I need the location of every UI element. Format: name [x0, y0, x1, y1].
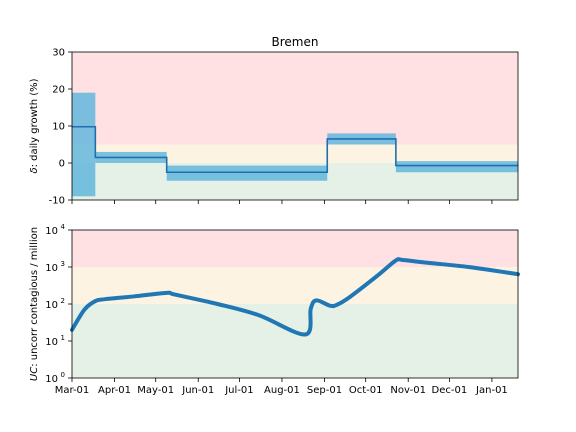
contagious-y-tick-label: 10 [45, 374, 58, 385]
growth-ci-band-4 [395, 161, 518, 173]
contagious-y-tick-label: 10 [45, 300, 58, 311]
contagious-x-tick-label: Mar-01 [55, 385, 90, 396]
contagious-x-tick-label: Jan-01 [475, 385, 508, 396]
contagious-y-tick-label: 10 [45, 337, 58, 348]
contagious-y-tick-exponent: 1 [61, 334, 65, 342]
contagious-y-tick-exponent: 2 [61, 297, 65, 305]
contagious-zones [72, 230, 518, 378]
growth-y-label: δ: daily growth (%) [29, 78, 40, 173]
growth-x-ticks [71, 200, 493, 204]
growth-y-tick-label: -10 [49, 196, 65, 207]
contagious-y-label: UC: uncorr contagious / million [29, 227, 40, 381]
contagious-x-tick-label: Jun-01 [181, 385, 214, 396]
growth-zones [72, 52, 518, 200]
contagious-x-ticks: Mar-01 Apr-01 May-01 Jun-01 Jul-01 Aug-01 Sep-… [55, 378, 508, 396]
contagious-zone-2 [72, 304, 518, 378]
growth-step-line [72, 125, 518, 174]
growth-ci-band-0 [72, 92, 96, 197]
contagious-y-tick-label: 10 [45, 263, 58, 274]
growth-y-tick-label: 30 [52, 48, 65, 59]
growth-ci-band-2 [166, 165, 328, 181]
growth-panel: -10 0 10 20 30 Bremen δ: daily growth (%) [29, 35, 519, 207]
growth-zone-1 [72, 144, 518, 163]
growth-zone-0 [72, 52, 518, 145]
contagious-line [70, 257, 520, 337]
growth-y-tick-label: 0 [59, 159, 65, 170]
contagious-y-tick-exponent: 3 [61, 260, 65, 268]
contagious-x-tick-label: Dec-01 [432, 385, 468, 396]
contagious-x-tick-label: Nov-01 [390, 385, 426, 396]
contagious-x-tick-label: Jul-01 [224, 385, 253, 396]
contagious-y-tick-exponent: 4 [61, 223, 66, 231]
contagious-x-tick-label: Apr-01 [98, 385, 131, 396]
contagious-y-tick-label: 10 [45, 226, 58, 237]
chart-title: Bremen [272, 35, 319, 49]
growth-y-tick-label: 20 [52, 85, 65, 96]
growth-y-tick-label: 10 [52, 122, 65, 133]
contagious-x-tick-label: Sep-01 [307, 385, 342, 396]
contagious-x-tick-label: May-01 [137, 385, 174, 396]
contagious-y-tick-exponent: 0 [61, 371, 65, 379]
growth-y-ticks: -10 0 10 20 30 [49, 48, 72, 207]
contagious-zone-0 [72, 230, 518, 267]
contagious-x-tick-label: Oct-01 [349, 385, 383, 396]
contagious-zone-1 [72, 267, 518, 304]
contagious-x-tick-label: Aug-01 [264, 385, 300, 396]
